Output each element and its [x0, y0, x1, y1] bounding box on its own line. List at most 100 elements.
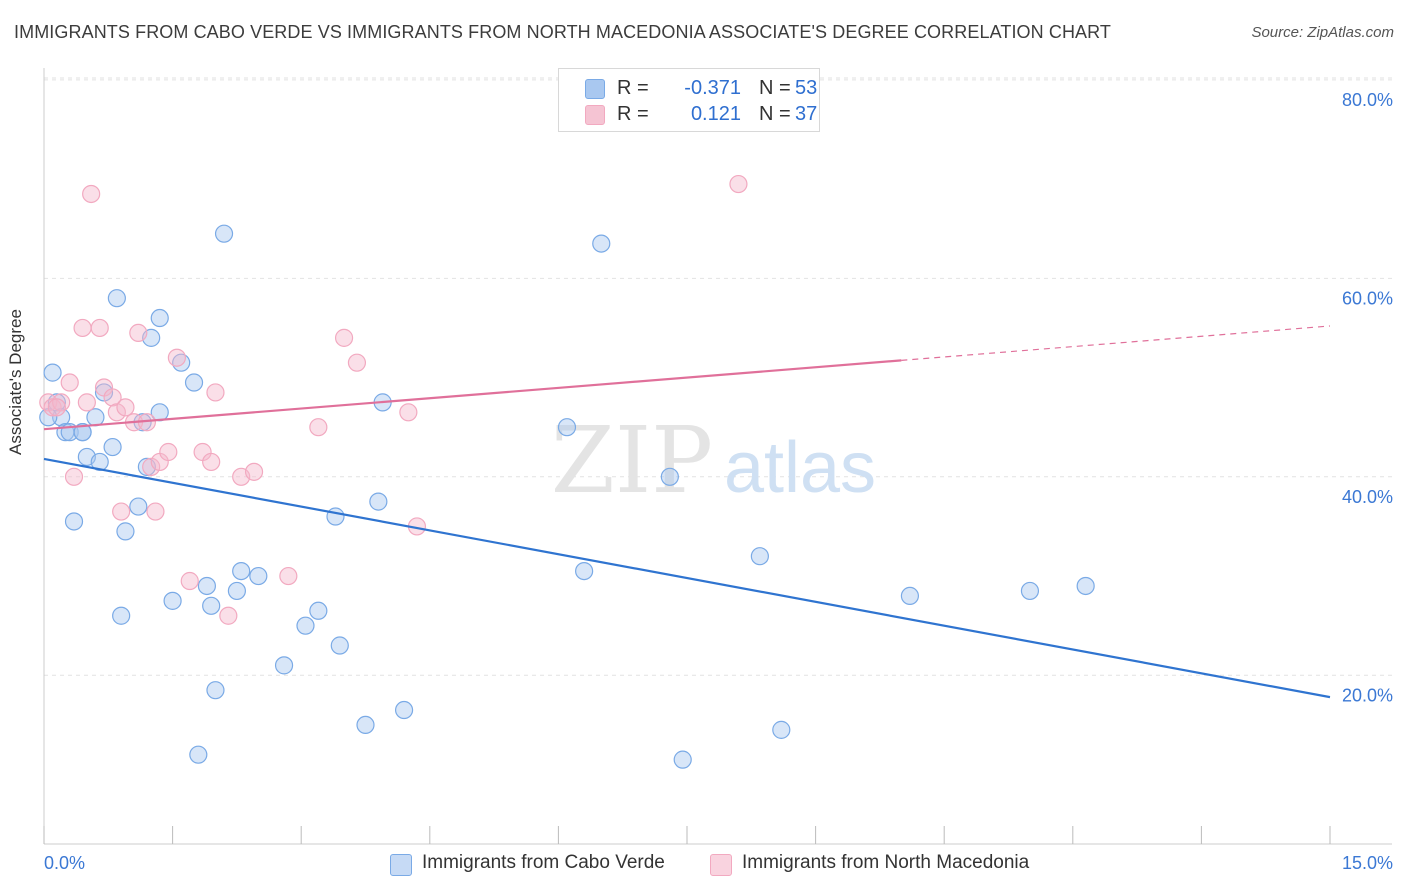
point-cabo-verde	[73, 423, 92, 442]
point-north-macedonia	[279, 566, 298, 586]
swatch-north-macedonia	[710, 854, 732, 876]
point-north-macedonia	[167, 348, 186, 367]
point-north-macedonia	[347, 353, 367, 372]
point-cabo-verde	[592, 234, 611, 253]
data-points	[39, 174, 1095, 769]
point-north-macedonia	[309, 418, 328, 437]
point-cabo-verde	[116, 522, 135, 541]
point-cabo-verde	[394, 700, 414, 720]
point-north-macedonia	[146, 502, 165, 521]
point-cabo-verde	[249, 566, 268, 586]
point-cabo-verde	[184, 373, 204, 392]
trend-line-north-macedonia	[43, 359, 902, 431]
point-cabo-verde	[150, 308, 169, 328]
point-cabo-verde	[309, 601, 328, 620]
r-value: -0.371	[684, 77, 741, 99]
point-cabo-verde	[129, 497, 148, 516]
point-cabo-verde	[900, 586, 920, 605]
point-north-macedonia	[107, 403, 126, 422]
point-north-macedonia	[244, 462, 264, 481]
y-tick-label: 60.0%	[1342, 288, 1393, 308]
legend-label: Immigrants from North Macedonia	[742, 852, 1030, 873]
axes	[43, 68, 1392, 845]
legend-label: Immigrants from Cabo Verde	[422, 852, 665, 873]
point-cabo-verde	[43, 363, 62, 382]
y-tick-label: 20.0%	[1342, 685, 1393, 705]
point-cabo-verde	[112, 606, 131, 625]
point-north-macedonia	[219, 606, 238, 625]
point-north-macedonia	[729, 174, 748, 194]
trend-line-north-macedonia-extension	[901, 325, 1331, 361]
n-label: N =	[759, 77, 791, 99]
point-north-macedonia	[116, 398, 135, 417]
r-label: R =	[617, 103, 649, 125]
point-cabo-verde	[673, 750, 692, 769]
chart-title: IMMIGRANTS FROM CABO VERDE VS IMMIGRANTS…	[14, 22, 1112, 42]
point-cabo-verde	[1076, 576, 1095, 596]
swatch-cabo-verde	[585, 79, 605, 99]
point-cabo-verde	[64, 512, 84, 531]
point-cabo-verde	[296, 616, 315, 635]
point-north-macedonia	[90, 318, 109, 338]
tick-labels: 20.0% 40.0% 60.0% 80.0% 0.0% 15.0%	[44, 90, 1393, 873]
y-tick-label: 80.0%	[1342, 90, 1393, 110]
point-cabo-verde	[214, 224, 234, 243]
point-cabo-verde	[330, 636, 349, 655]
watermark: ZIP atlas	[551, 407, 876, 514]
n-value: 37	[795, 103, 818, 125]
point-cabo-verde	[90, 452, 109, 472]
point-cabo-verde	[232, 561, 251, 581]
point-north-macedonia	[399, 403, 418, 422]
point-cabo-verde	[163, 591, 182, 610]
point-cabo-verde	[206, 681, 225, 700]
point-cabo-verde	[660, 467, 679, 486]
point-north-macedonia	[159, 442, 178, 462]
point-cabo-verde	[86, 408, 105, 427]
correlation-legend: R = -0.371 N = 53 R = 0.121 N = 37	[558, 68, 820, 132]
point-cabo-verde	[1020, 581, 1040, 601]
point-north-macedonia	[73, 318, 92, 338]
point-cabo-verde	[575, 561, 594, 581]
r-value: 0.121	[690, 103, 741, 125]
point-cabo-verde	[326, 507, 345, 526]
n-label: N =	[759, 103, 791, 125]
point-cabo-verde	[750, 547, 769, 566]
point-cabo-verde	[107, 289, 126, 308]
x-tick-label-max: 15.0%	[1342, 853, 1393, 873]
watermark-zip: ZIP	[551, 407, 713, 514]
swatch-cabo-verde	[390, 854, 412, 876]
point-north-macedonia	[103, 388, 122, 407]
swatch-north-macedonia	[585, 105, 605, 125]
point-cabo-verde	[772, 720, 791, 739]
point-cabo-verde	[202, 596, 221, 615]
point-cabo-verde	[94, 383, 114, 402]
y-tick-label: 40.0%	[1342, 487, 1393, 507]
source-label: Source: ZipAtlas.com	[1251, 24, 1394, 41]
point-cabo-verde	[189, 745, 208, 764]
n-value: 53	[795, 77, 818, 99]
point-north-macedonia	[43, 398, 62, 417]
x-tick-label-min: 0.0%	[44, 853, 85, 873]
point-north-macedonia	[334, 328, 354, 347]
point-cabo-verde	[227, 581, 246, 601]
point-north-macedonia	[180, 571, 199, 591]
point-cabo-verde	[557, 418, 577, 437]
watermark-atlas: atlas	[724, 428, 876, 508]
point-north-macedonia	[64, 467, 84, 486]
grid-lines	[44, 77, 1392, 676]
point-cabo-verde	[369, 492, 388, 511]
series-legend: Immigrants from Cabo Verde Immigrants fr…	[0, 852, 1406, 878]
point-north-macedonia	[82, 184, 101, 204]
point-cabo-verde	[103, 437, 122, 457]
point-cabo-verde	[274, 656, 294, 675]
trend-lines	[43, 325, 1331, 699]
point-north-macedonia	[129, 323, 148, 343]
point-cabo-verde	[356, 715, 375, 735]
point-north-macedonia	[47, 398, 66, 417]
point-cabo-verde	[197, 576, 216, 596]
trend-line-cabo-verde	[43, 457, 1331, 699]
point-north-macedonia	[77, 393, 96, 412]
r-label: R =	[617, 77, 649, 99]
point-north-macedonia	[60, 373, 79, 392]
